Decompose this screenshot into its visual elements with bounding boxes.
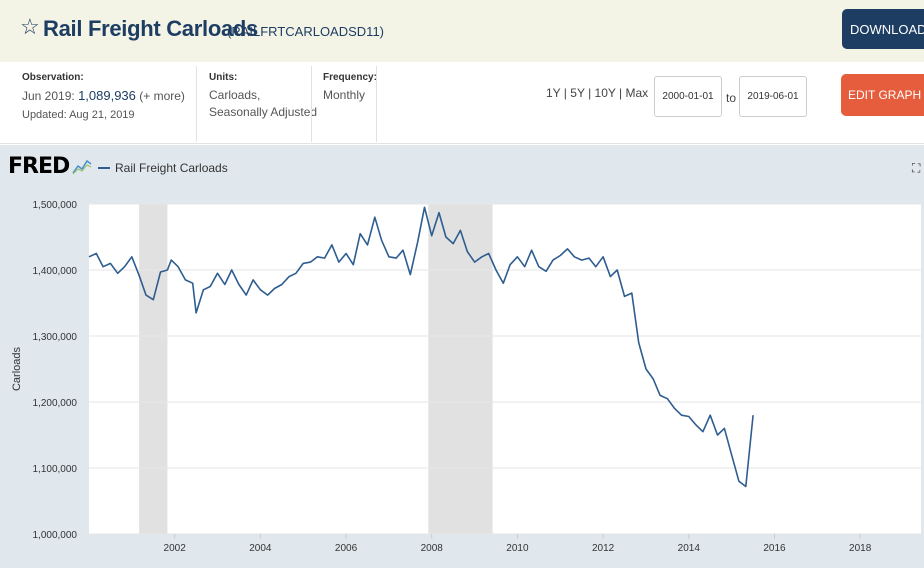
divider	[196, 66, 197, 142]
title-bar: ☆ Rail Freight Carloads (RAILFRTCARLOADS…	[0, 0, 924, 62]
range-link-1y[interactable]: 1Y	[546, 86, 561, 100]
y-tick-label: 1,200,000	[33, 398, 78, 409]
to-label: to	[726, 91, 737, 105]
units-line1: Carloads,	[209, 88, 261, 102]
observation-line: Jun 2019: 1,089,936 (+ more)	[22, 87, 185, 105]
legend-swatch	[98, 167, 110, 169]
x-tick-label: 2018	[849, 543, 872, 554]
x-tick-label: 2016	[763, 543, 786, 554]
divider	[311, 66, 312, 142]
edit-graph-label: EDIT GRAPH	[848, 88, 922, 102]
x-tick-label: 2002	[164, 543, 187, 554]
frequency-label: Frequency:	[323, 72, 377, 83]
range-link-10y[interactable]: 10Y	[594, 86, 616, 100]
range-link-5y[interactable]: 5Y	[570, 86, 585, 100]
x-tick-label: 2006	[335, 543, 358, 554]
x-tick-label: 2004	[249, 543, 272, 554]
x-tick-label: 2014	[678, 543, 701, 554]
observation-more-link[interactable]: (+ more)	[139, 89, 185, 103]
units-label: Units:	[209, 72, 238, 83]
fred-logo: FRED	[8, 154, 70, 179]
fred-trend-icon	[72, 159, 92, 175]
recession-band	[428, 204, 493, 534]
x-tick-label: 2008	[421, 543, 444, 554]
download-button[interactable]: DOWNLOAD ⤓	[842, 9, 924, 49]
y-tick-label: 1,000,000	[33, 530, 78, 541]
range-link-max[interactable]: Max	[625, 86, 649, 100]
legend-label: Rail Freight Carloads	[115, 161, 228, 175]
observation-block: Observation: Jun 2019: 1,089,936 (+ more…	[22, 72, 185, 121]
units-value: Carloads, Seasonally Adjusted	[209, 87, 317, 121]
x-tick-label: 2012	[592, 543, 615, 554]
expand-icon[interactable]: ⛶	[912, 161, 921, 175]
start-date-input[interactable]: 2000-01-01	[654, 76, 722, 117]
range-links: 1Y | 5Y | 10Y | Max	[546, 86, 649, 100]
star-icon[interactable]: ☆	[20, 14, 40, 39]
frequency-block: Frequency: Monthly	[323, 72, 377, 104]
series-meta: Observation: Jun 2019: 1,089,936 (+ more…	[0, 62, 924, 144]
observation-label: Observation:	[22, 72, 84, 83]
y-tick-label: 1,500,000	[33, 200, 78, 211]
recession-band	[139, 204, 168, 534]
y-tick-label: 1,400,000	[33, 266, 78, 277]
divider	[376, 66, 377, 142]
series-line	[88, 206, 754, 488]
frequency-value: Monthly	[323, 88, 366, 102]
page-title: Rail Freight Carloads	[43, 16, 258, 41]
updated-date: Updated: Aug 21, 2019	[22, 109, 135, 121]
line-chart: 1,000,000 1,100,000 1,200,000 1,300,000 1,40…	[11, 200, 921, 554]
observation-date: Jun 2019:	[22, 89, 75, 103]
units-block: Units: Carloads, Seasonally Adjusted	[209, 72, 317, 121]
y-axis-label: Carloads	[11, 346, 23, 391]
chart-legend: Rail Freight Carloads	[98, 161, 228, 175]
x-tick-label: 2010	[506, 543, 529, 554]
plot-background	[89, 204, 921, 534]
download-label: DOWNLOAD	[850, 21, 924, 37]
y-tick-label: 1,300,000	[33, 332, 78, 343]
units-line2: Seasonally Adjusted	[209, 105, 318, 119]
y-tick-label: 1,100,000	[33, 464, 78, 475]
end-date-input[interactable]: 2019-06-01	[739, 76, 807, 117]
edit-graph-button[interactable]: EDIT GRAPH ⚙	[841, 74, 924, 116]
series-id: (RAILFRTCARLOADSD11)	[227, 24, 384, 39]
observation-value: 1,089,936	[78, 88, 136, 103]
